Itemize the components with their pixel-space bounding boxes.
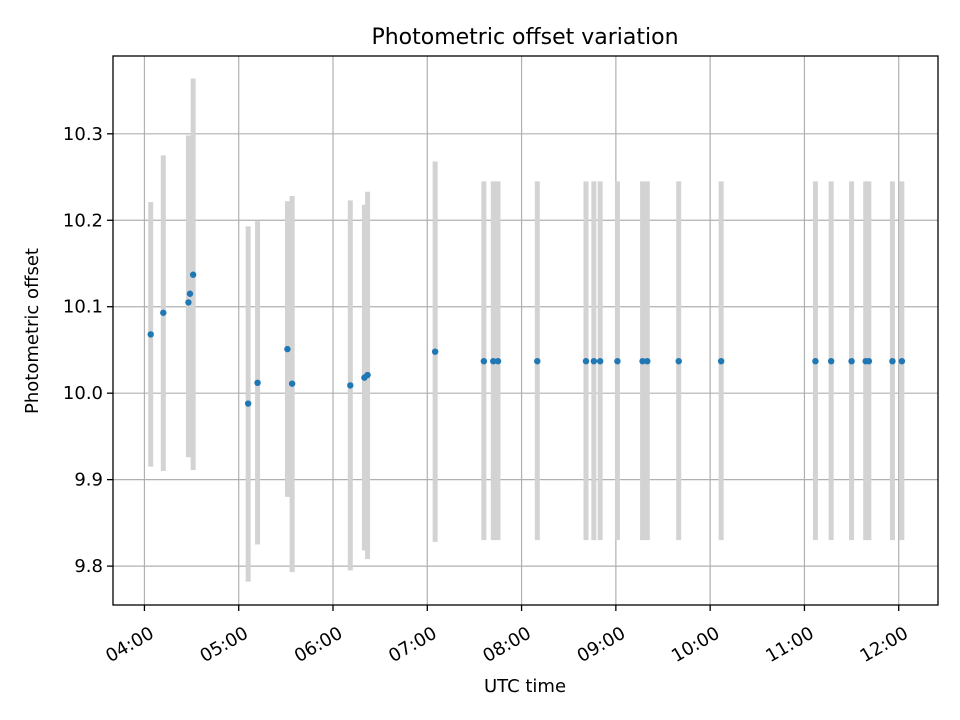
data-point: [596, 357, 604, 365]
y-tick-label: 9.8: [74, 556, 103, 577]
y-tick-label: 10.0: [63, 383, 103, 404]
data-point: [288, 380, 296, 387]
data-point: [827, 357, 835, 365]
data-point: [254, 379, 261, 387]
data-point: [889, 357, 896, 365]
data-point: [639, 357, 646, 365]
data-points: [147, 271, 906, 407]
data-point: [347, 382, 354, 389]
data-point: [147, 331, 154, 338]
data-point: [160, 309, 167, 316]
y-tick-label: 10.2: [63, 210, 103, 231]
data-point: [494, 357, 502, 365]
data-point: [480, 357, 488, 365]
data-point: [865, 357, 873, 365]
data-point: [284, 345, 291, 353]
data-point: [614, 357, 621, 365]
data-point: [185, 299, 192, 306]
data-point: [431, 348, 439, 355]
data-point: [848, 357, 855, 365]
grid: [113, 56, 938, 605]
data-point: [364, 371, 371, 379]
y-axis-label: Photometric offset: [22, 248, 43, 414]
data-point: [582, 357, 590, 365]
y-axis: 9.8 9.9 10.0 10.1 10.2 10.3: [63, 124, 113, 577]
data-point: [244, 400, 252, 407]
data-point: [534, 357, 541, 365]
data-point: [186, 290, 194, 297]
data-point: [644, 357, 651, 365]
data-point: [675, 357, 682, 365]
y-tick-label: 10.1: [63, 297, 103, 318]
data-point: [189, 271, 197, 278]
data-point: [898, 357, 906, 365]
data-point: [590, 357, 598, 365]
data-point: [717, 357, 725, 365]
y-tick-label: 10.3: [63, 124, 103, 145]
data-point: [490, 357, 497, 365]
data-point: [812, 357, 819, 365]
y-tick-label: 9.9: [74, 470, 103, 491]
x-axis-label: UTC time: [484, 676, 566, 697]
chart-title: Photometric offset variation: [371, 25, 678, 50]
plot-frame: [112, 55, 939, 606]
